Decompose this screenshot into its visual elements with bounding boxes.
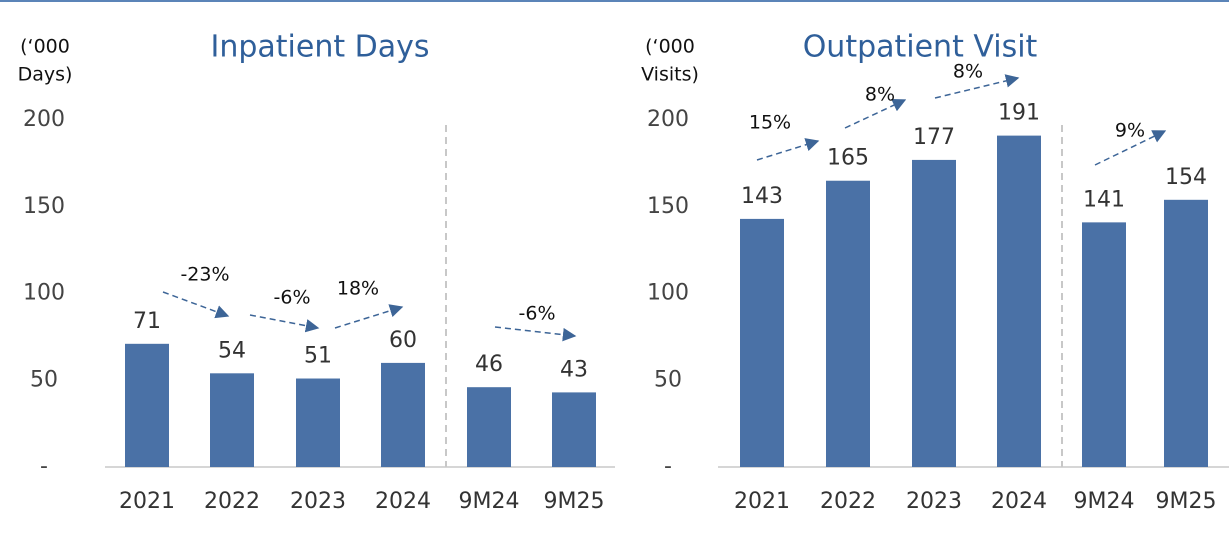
value-label: 51 xyxy=(304,344,332,369)
chart-title: Outpatient Visit xyxy=(803,30,1038,65)
y-tick-label: 100 xyxy=(647,281,689,306)
y-axis-label: Days) xyxy=(18,64,73,86)
value-label: 43 xyxy=(560,357,588,382)
bar xyxy=(1082,222,1126,467)
growth-arrow xyxy=(934,74,1020,99)
value-label: 154 xyxy=(1165,165,1207,190)
y-tick-label: 200 xyxy=(647,107,689,132)
value-label: 143 xyxy=(741,184,783,209)
growth-annotation: 8% xyxy=(953,61,983,83)
y-tick-label: 150 xyxy=(23,194,65,219)
x-tick-label: 2022 xyxy=(204,489,260,514)
value-label: 165 xyxy=(827,146,869,171)
y-axis-label: (‘000 xyxy=(20,36,70,58)
bar xyxy=(210,373,254,467)
growth-annotation: -23% xyxy=(180,264,229,286)
value-label: 177 xyxy=(913,125,955,150)
bar xyxy=(1164,199,1208,467)
x-tick-label: 9M25 xyxy=(1156,489,1217,514)
y-tick-label: 150 xyxy=(647,194,689,219)
y-tick-label: 200 xyxy=(23,107,65,132)
x-tick-label: 2023 xyxy=(906,489,962,514)
value-label: 71 xyxy=(133,309,161,334)
y-tick-label: - xyxy=(40,454,48,479)
bar xyxy=(381,362,425,467)
bar xyxy=(912,159,956,467)
y-tick-label: - xyxy=(664,454,672,479)
x-tick-label: 2021 xyxy=(119,489,175,514)
growth-annotation: 18% xyxy=(337,278,379,300)
growth-annotation: 15% xyxy=(749,112,791,134)
growth-arrow xyxy=(1094,130,1167,166)
chart-title: Inpatient Days xyxy=(210,30,429,65)
x-tick-label: 9M24 xyxy=(1074,489,1135,514)
bar xyxy=(467,387,511,467)
value-label: 60 xyxy=(389,328,417,353)
x-tick-label: 2023 xyxy=(290,489,346,514)
x-tick-label: 2021 xyxy=(734,489,790,514)
growth-arrow xyxy=(249,314,320,333)
value-label: 46 xyxy=(475,352,503,377)
growth-arrow xyxy=(162,291,230,319)
growth-annotation: 8% xyxy=(865,84,895,106)
y-axis-label: (‘000 xyxy=(645,36,695,58)
x-tick-label: 9M24 xyxy=(459,489,520,514)
y-tick-label: 50 xyxy=(30,367,58,392)
x-tick-label: 2024 xyxy=(991,489,1047,514)
y-axis-label: Visits) xyxy=(641,64,699,86)
x-tick-label: 9M25 xyxy=(544,489,605,514)
growth-arrow xyxy=(844,99,907,129)
value-label: 191 xyxy=(998,101,1040,126)
growth-annotation: 9% xyxy=(1115,120,1145,142)
y-tick-label: 50 xyxy=(654,367,682,392)
growth-arrow xyxy=(494,326,577,342)
bar xyxy=(997,135,1041,468)
y-tick-label: 100 xyxy=(23,281,65,306)
value-label: 141 xyxy=(1083,187,1125,212)
x-tick-label: 2022 xyxy=(820,489,876,514)
bar xyxy=(296,378,340,467)
bar xyxy=(740,218,784,467)
growth-arrow xyxy=(756,138,820,161)
growth-annotation: -6% xyxy=(274,287,311,309)
value-label: 54 xyxy=(218,338,246,363)
x-tick-label: 2024 xyxy=(375,489,431,514)
bar xyxy=(125,343,169,467)
bar xyxy=(552,392,596,467)
bar xyxy=(826,180,870,467)
growth-annotation: -6% xyxy=(519,303,556,325)
growth-arrow xyxy=(334,304,404,329)
